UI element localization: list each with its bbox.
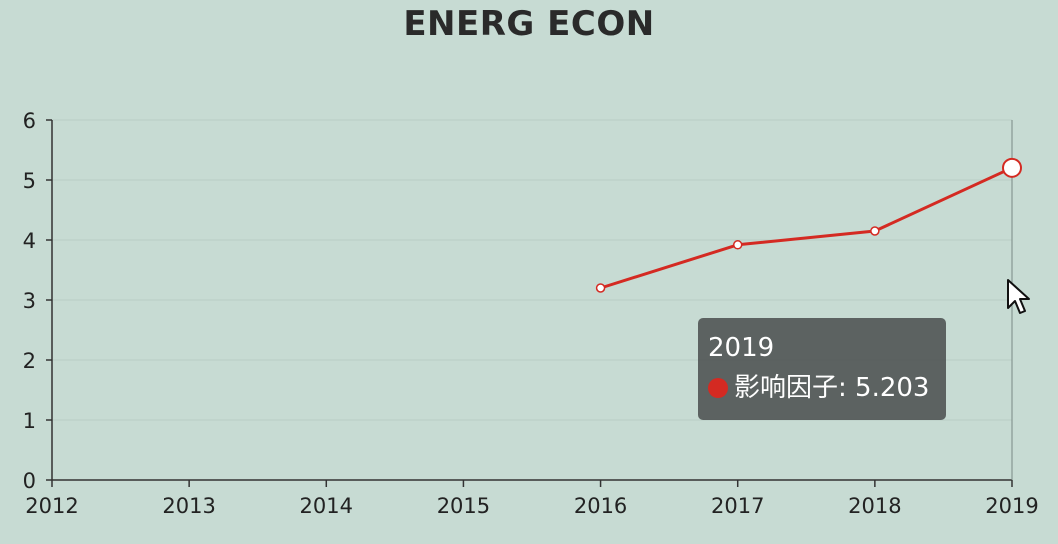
series-line: [599, 166, 1014, 290]
y-tick-label: 6: [23, 109, 36, 133]
data-point[interactable]: [732, 240, 743, 250]
x-tick-label: 2015: [437, 494, 490, 518]
x-tick-label: 2014: [300, 494, 353, 518]
data-tooltip: 2019 影响因子: 5.203: [698, 318, 946, 420]
x-tick-label: 2019: [985, 494, 1038, 518]
x-tick-label: 2013: [162, 494, 215, 518]
data-point[interactable]: [870, 226, 880, 236]
y-tick-label: 5: [23, 169, 36, 193]
mouse-pointer-icon: [1007, 279, 1030, 314]
x-tick-label: 2017: [711, 494, 764, 518]
y-tick-label: 2: [23, 349, 36, 373]
tooltip-value-text: 影响因子: 5.203: [734, 373, 930, 403]
y-tick-label: 0: [23, 469, 36, 493]
y-tick-label: 3: [23, 289, 36, 313]
chart-title: ENERG ECON: [403, 4, 655, 44]
tooltip-row: 影响因子: 5.203: [708, 370, 936, 406]
x-tick-label: 2012: [25, 494, 78, 518]
x-tick-label: 2018: [848, 494, 901, 518]
y-tick-label: 1: [23, 409, 36, 433]
data-point[interactable]: [595, 283, 606, 293]
x-tick-label: 2016: [574, 494, 627, 518]
y-tick-label: 4: [23, 229, 36, 253]
series-marker-icon: [708, 378, 728, 398]
highlighted-data-point[interactable]: [1002, 157, 1022, 178]
tooltip-title: 2019: [708, 333, 775, 363]
